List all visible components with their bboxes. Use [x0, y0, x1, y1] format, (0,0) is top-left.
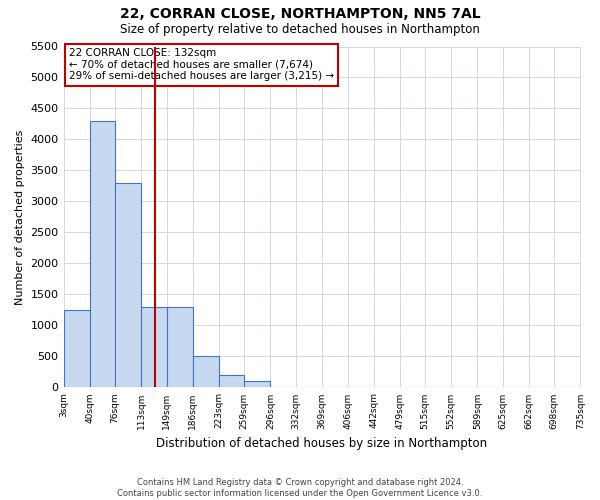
- Text: 22 CORRAN CLOSE: 132sqm
← 70% of detached houses are smaller (7,674)
29% of semi: 22 CORRAN CLOSE: 132sqm ← 70% of detache…: [69, 48, 334, 82]
- Text: Contains HM Land Registry data © Crown copyright and database right 2024.
Contai: Contains HM Land Registry data © Crown c…: [118, 478, 482, 498]
- Text: 22, CORRAN CLOSE, NORTHAMPTON, NN5 7AL: 22, CORRAN CLOSE, NORTHAMPTON, NN5 7AL: [119, 8, 481, 22]
- Bar: [115, 183, 141, 388]
- Bar: [244, 381, 271, 388]
- Bar: [193, 356, 219, 388]
- Bar: [219, 375, 244, 388]
- Y-axis label: Number of detached properties: Number of detached properties: [15, 130, 25, 304]
- Bar: [141, 307, 167, 388]
- X-axis label: Distribution of detached houses by size in Northampton: Distribution of detached houses by size …: [157, 437, 488, 450]
- Text: Size of property relative to detached houses in Northampton: Size of property relative to detached ho…: [120, 22, 480, 36]
- Bar: [167, 307, 193, 388]
- Bar: [89, 121, 115, 388]
- Bar: [64, 310, 89, 388]
